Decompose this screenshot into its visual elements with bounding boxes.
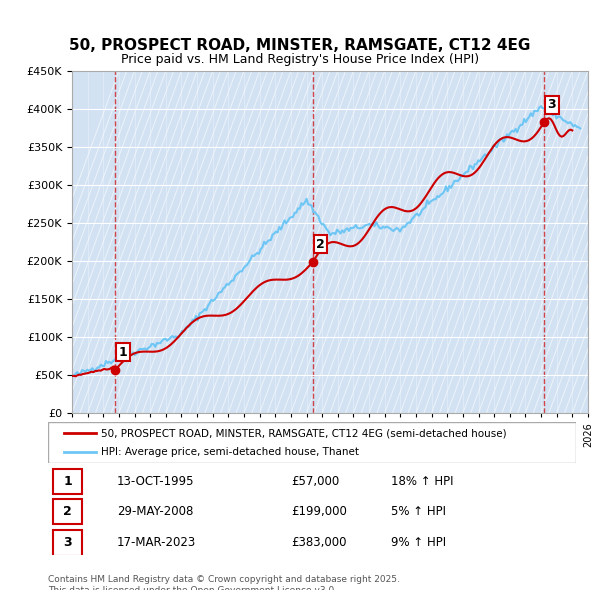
Text: £57,000: £57,000: [291, 475, 339, 488]
Text: Price paid vs. HM Land Registry's House Price Index (HPI): Price paid vs. HM Land Registry's House …: [121, 53, 479, 66]
Text: 2: 2: [316, 238, 325, 251]
Text: £383,000: £383,000: [291, 536, 346, 549]
Text: 50, PROSPECT ROAD, MINSTER, RAMSGATE, CT12 4EG (semi-detached house): 50, PROSPECT ROAD, MINSTER, RAMSGATE, CT…: [101, 428, 506, 438]
Text: 29-MAY-2008: 29-MAY-2008: [116, 505, 193, 518]
Text: 3: 3: [63, 536, 72, 549]
Text: Contains HM Land Registry data © Crown copyright and database right 2025.
This d: Contains HM Land Registry data © Crown c…: [48, 575, 400, 590]
Text: 1: 1: [119, 346, 127, 359]
Text: 2: 2: [63, 505, 72, 518]
FancyBboxPatch shape: [53, 468, 82, 494]
FancyBboxPatch shape: [53, 530, 82, 556]
Text: 50, PROSPECT ROAD, MINSTER, RAMSGATE, CT12 4EG: 50, PROSPECT ROAD, MINSTER, RAMSGATE, CT…: [70, 38, 530, 53]
Text: 9% ↑ HPI: 9% ↑ HPI: [391, 536, 446, 549]
Text: 18% ↑ HPI: 18% ↑ HPI: [391, 475, 454, 488]
FancyBboxPatch shape: [53, 499, 82, 525]
Text: HPI: Average price, semi-detached house, Thanet: HPI: Average price, semi-detached house,…: [101, 447, 359, 457]
Text: 17-MAR-2023: 17-MAR-2023: [116, 536, 196, 549]
Text: 3: 3: [548, 98, 556, 111]
Text: 1: 1: [63, 475, 72, 488]
FancyBboxPatch shape: [48, 422, 576, 463]
Text: 5% ↑ HPI: 5% ↑ HPI: [391, 505, 446, 518]
Text: £199,000: £199,000: [291, 505, 347, 518]
Text: 13-OCT-1995: 13-OCT-1995: [116, 475, 194, 488]
